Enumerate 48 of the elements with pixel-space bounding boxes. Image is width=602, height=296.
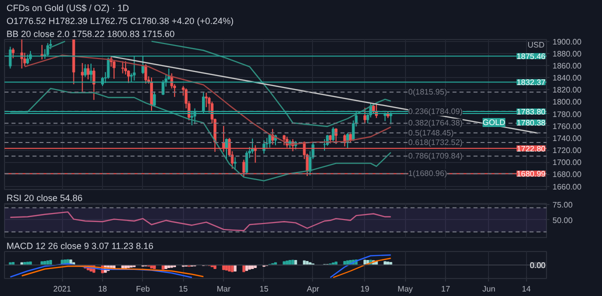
y-axis-title: USD [528,40,545,50]
y-tick-label: 1700.00 [552,158,582,168]
y-tick-label: 1800.00 [552,98,582,107]
x-tick-label: 18 [98,284,108,294]
y-tick-label: 50.00 [552,216,574,225]
y-tick-label: 1860.00 [552,61,582,70]
ref-line-label: 1(1680.96) [408,169,448,178]
y-tick-label: 75.00 [552,200,574,210]
ref-line-label: 0.618(1732.52) [408,138,463,147]
ref-line-label: 0(1815.95) [408,88,448,97]
x-tick-label: 2021 [53,284,72,294]
x-tick-label: May [398,284,413,294]
ref-line-label: 0.5(1748.45) [408,128,454,138]
ref-line-label: 1722.80 [516,144,546,154]
chart-title: RSI 20 close 54.86 [6,193,83,203]
ref-line-label: 0.00 [530,261,546,270]
y-tick-label: 1660.00 [552,182,582,192]
x-tick-label: 14 [522,284,532,294]
x-tick-label: Feb [136,284,150,294]
ref-line-label: 0.382(1764.38) [408,118,463,128]
x-tick-label: Mar [216,284,231,294]
x-tick-label: 19 [360,284,370,294]
annotation: GOLD [482,118,506,128]
ref-line-label: 1832.37 [516,78,546,88]
x-tick-label: Jun [482,284,496,294]
ref-line-label: 1875.46 [516,52,546,62]
x-tick-label: 15 [178,284,188,294]
ref-line-label: 1680.99 [516,170,546,179]
ref-line-label: 1783.80 [516,107,546,116]
y-tick-label: 1720.00 [552,146,582,156]
y-tick-label: 1880.00 [552,49,582,58]
y-tick-label: 1740.00 [552,134,582,143]
x-tick-label: 17 [441,284,451,294]
y-tick-label: 1900.00 [552,37,582,46]
legend-label: 1780.38 [516,118,546,128]
y-tick-label: 1680.00 [552,170,582,180]
y-tick-label: 1760.00 [552,122,582,131]
x-tick-label: Apr [306,284,320,294]
ref-line-label: 0.786(1709.84) [408,152,463,161]
chart-title: MACD 12 26 close 9 3.07 11.23 8.16 [6,241,154,251]
ref-line-label: 0.236(1784.09) [408,106,463,116]
y-tick-label: 1780.00 [552,110,582,119]
x-tick-label: 15 [260,284,269,294]
y-tick-label: 1840.00 [552,74,582,83]
text: O1776.52 H1782.39 L1762.75 C1780.38 +4.20 (+0.24%) [6,16,234,26]
y-tick-label: 1820.00 [552,86,582,95]
text: BB 20 close 2.0 1758.22 1800.83 1715.60 [6,29,175,39]
chart-title: CFDs on Gold (US$ / OZ) · 1D [6,3,130,13]
